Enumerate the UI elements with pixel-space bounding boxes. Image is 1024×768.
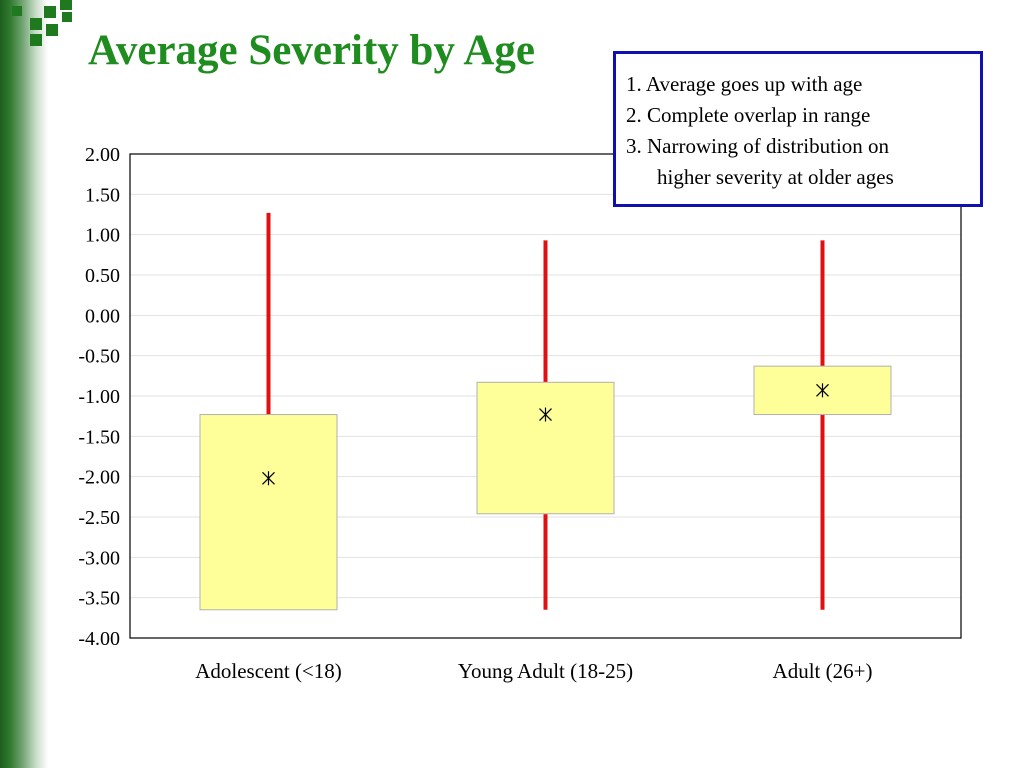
y-tick-label: -2.50 bbox=[78, 507, 120, 529]
y-tick-label: -3.00 bbox=[78, 547, 120, 569]
y-tick-label: -1.00 bbox=[78, 386, 120, 408]
mean-marker-icon bbox=[539, 407, 552, 422]
y-tick-label: -1.50 bbox=[78, 426, 120, 448]
y-tick-label: 2.00 bbox=[85, 144, 120, 166]
boxes bbox=[199, 365, 892, 611]
y-tick-label: -0.50 bbox=[78, 346, 120, 368]
y-tick-label: -2.00 bbox=[78, 467, 120, 489]
notes-box: 1. Average goes up with age 2. Complete … bbox=[613, 51, 983, 207]
note-3: 3. Narrowing of distribution on bbox=[626, 134, 890, 158]
page-title: Average Severity by Age bbox=[88, 27, 535, 74]
note-4: higher severity at older ages bbox=[657, 165, 894, 189]
mean-marker-icon bbox=[262, 471, 275, 486]
y-tick-label: -4.00 bbox=[78, 628, 120, 650]
y-tick-label: 1.50 bbox=[85, 184, 120, 206]
category-label: Adolescent (<18) bbox=[195, 659, 342, 683]
category-label: Adult (26+) bbox=[773, 659, 873, 683]
y-tick-label: -3.50 bbox=[78, 588, 120, 610]
box bbox=[476, 381, 615, 515]
y-tick-label: 0.00 bbox=[85, 305, 120, 327]
y-axis-tick-labels: 2.00 1.50 1.00 0.50 0.00 -0.50 -1.00 -1.50 -2.00… bbox=[78, 144, 120, 650]
y-tick-label: 0.50 bbox=[85, 265, 120, 287]
x-axis-category-labels: Adolescent (<18) Young Adult (18-25) Adult… bbox=[195, 659, 872, 683]
plot-area-frame bbox=[129, 153, 962, 639]
note-1: 1. Average goes up with age bbox=[626, 72, 863, 96]
mean-marker-icon bbox=[816, 383, 829, 398]
decorative-side-bar bbox=[0, 0, 48, 768]
note-2: 2. Complete overlap in range bbox=[626, 103, 871, 127]
box bbox=[199, 414, 338, 611]
y-tick-label: 1.00 bbox=[85, 225, 120, 247]
mean-markers bbox=[262, 383, 829, 486]
category-label: Young Adult (18-25) bbox=[458, 659, 633, 683]
